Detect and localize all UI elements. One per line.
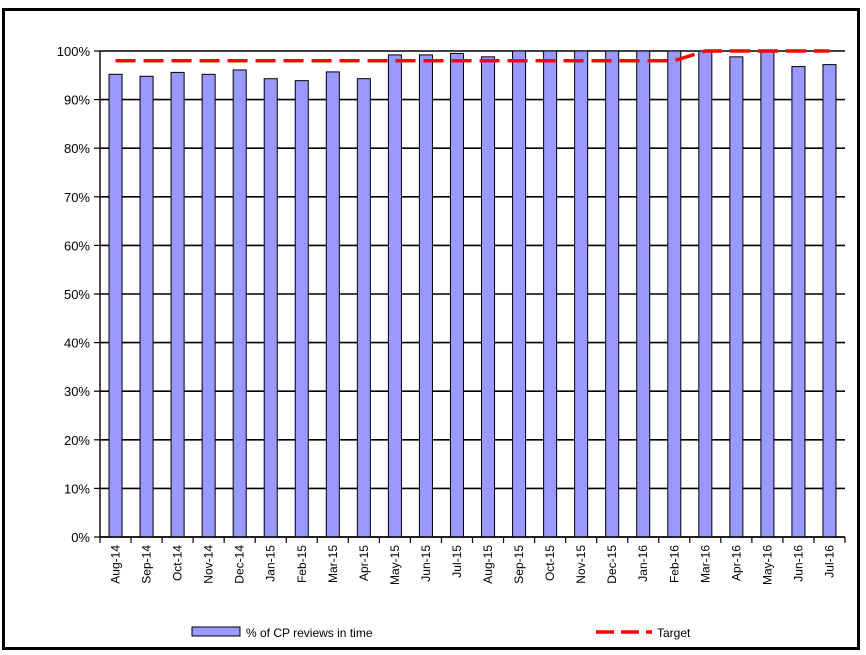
bar — [108, 73, 123, 538]
bar — [512, 50, 527, 538]
x-tick-label: Apr-15 — [357, 545, 371, 581]
x-tick-label: Aug-15 — [481, 545, 495, 584]
y-tick-label: 30% — [64, 384, 90, 399]
bar — [481, 56, 496, 538]
bar — [418, 54, 433, 538]
y-tick-label: 40% — [64, 336, 90, 351]
legend-label-target: Target — [657, 626, 691, 640]
bar — [294, 80, 309, 538]
x-tick-label: Jul-15 — [450, 545, 464, 578]
x-tick-label: Oct-14 — [171, 545, 185, 581]
legend-label-reviews: % of CP reviews in time — [246, 626, 373, 640]
y-tick-label: 80% — [64, 141, 90, 156]
bar — [822, 64, 837, 538]
x-tick-label: Dec-14 — [233, 545, 247, 584]
x-tick-label: Sep-15 — [512, 545, 526, 584]
x-tick-label: Aug-14 — [109, 545, 123, 584]
bar — [170, 71, 185, 538]
x-tick-label: Jun-16 — [791, 545, 805, 582]
x-tick-label: Jul-16 — [822, 545, 836, 578]
bar — [760, 50, 775, 538]
y-tick-label: 50% — [64, 287, 90, 302]
bar-series — [108, 50, 837, 538]
bar — [543, 50, 558, 538]
target-line — [115, 49, 830, 63]
legend: % of CP reviews in time Target — [191, 626, 691, 640]
bar — [449, 52, 464, 538]
x-tick-label: Mar-16 — [698, 545, 712, 583]
bar — [667, 50, 682, 538]
target-series — [115, 49, 830, 63]
y-tick-label: 70% — [64, 190, 90, 205]
y-tick-label: 100% — [57, 44, 91, 59]
x-tick-label: Jan-15 — [264, 545, 278, 582]
bar — [356, 78, 371, 538]
bar — [232, 69, 247, 538]
bar — [574, 50, 589, 538]
bar — [729, 56, 744, 538]
x-tick-label: May-15 — [388, 545, 402, 585]
bar — [791, 66, 806, 538]
x-tick-label: Nov-15 — [574, 545, 588, 584]
x-tick-label: Oct-15 — [543, 545, 557, 581]
bar — [139, 75, 154, 538]
x-tick-label: May-16 — [760, 545, 774, 585]
x-tick-label: Jun-15 — [419, 545, 433, 582]
legend-swatch-reviews — [191, 626, 241, 637]
x-tick-label: Mar-15 — [326, 545, 340, 583]
axes: 0% 10% 20% 30% 40% 50% 60% 70% 80% 90% 100% Aug-14 S… — [57, 44, 846, 585]
bar — [263, 78, 278, 538]
y-tick-label: 0% — [71, 530, 90, 545]
bar — [387, 54, 402, 538]
bar — [636, 50, 651, 538]
bar — [698, 50, 713, 538]
y-tick-label: 60% — [64, 238, 90, 253]
x-tick-label: Apr-16 — [729, 545, 743, 581]
x-tick-label: Sep-14 — [140, 545, 154, 584]
y-tick-label: 10% — [64, 481, 90, 496]
x-tick-label: Dec-15 — [605, 545, 619, 584]
x-tick-label: Nov-14 — [202, 545, 216, 584]
y-tick-label: 20% — [64, 433, 90, 448]
x-tick-label: Feb-15 — [295, 545, 309, 583]
bar — [605, 50, 620, 538]
x-tick-label: Jan-16 — [636, 545, 650, 582]
bar — [201, 73, 216, 538]
x-tick-label: Feb-16 — [667, 545, 681, 583]
y-tick-label: 90% — [64, 93, 90, 108]
bar — [325, 71, 340, 538]
